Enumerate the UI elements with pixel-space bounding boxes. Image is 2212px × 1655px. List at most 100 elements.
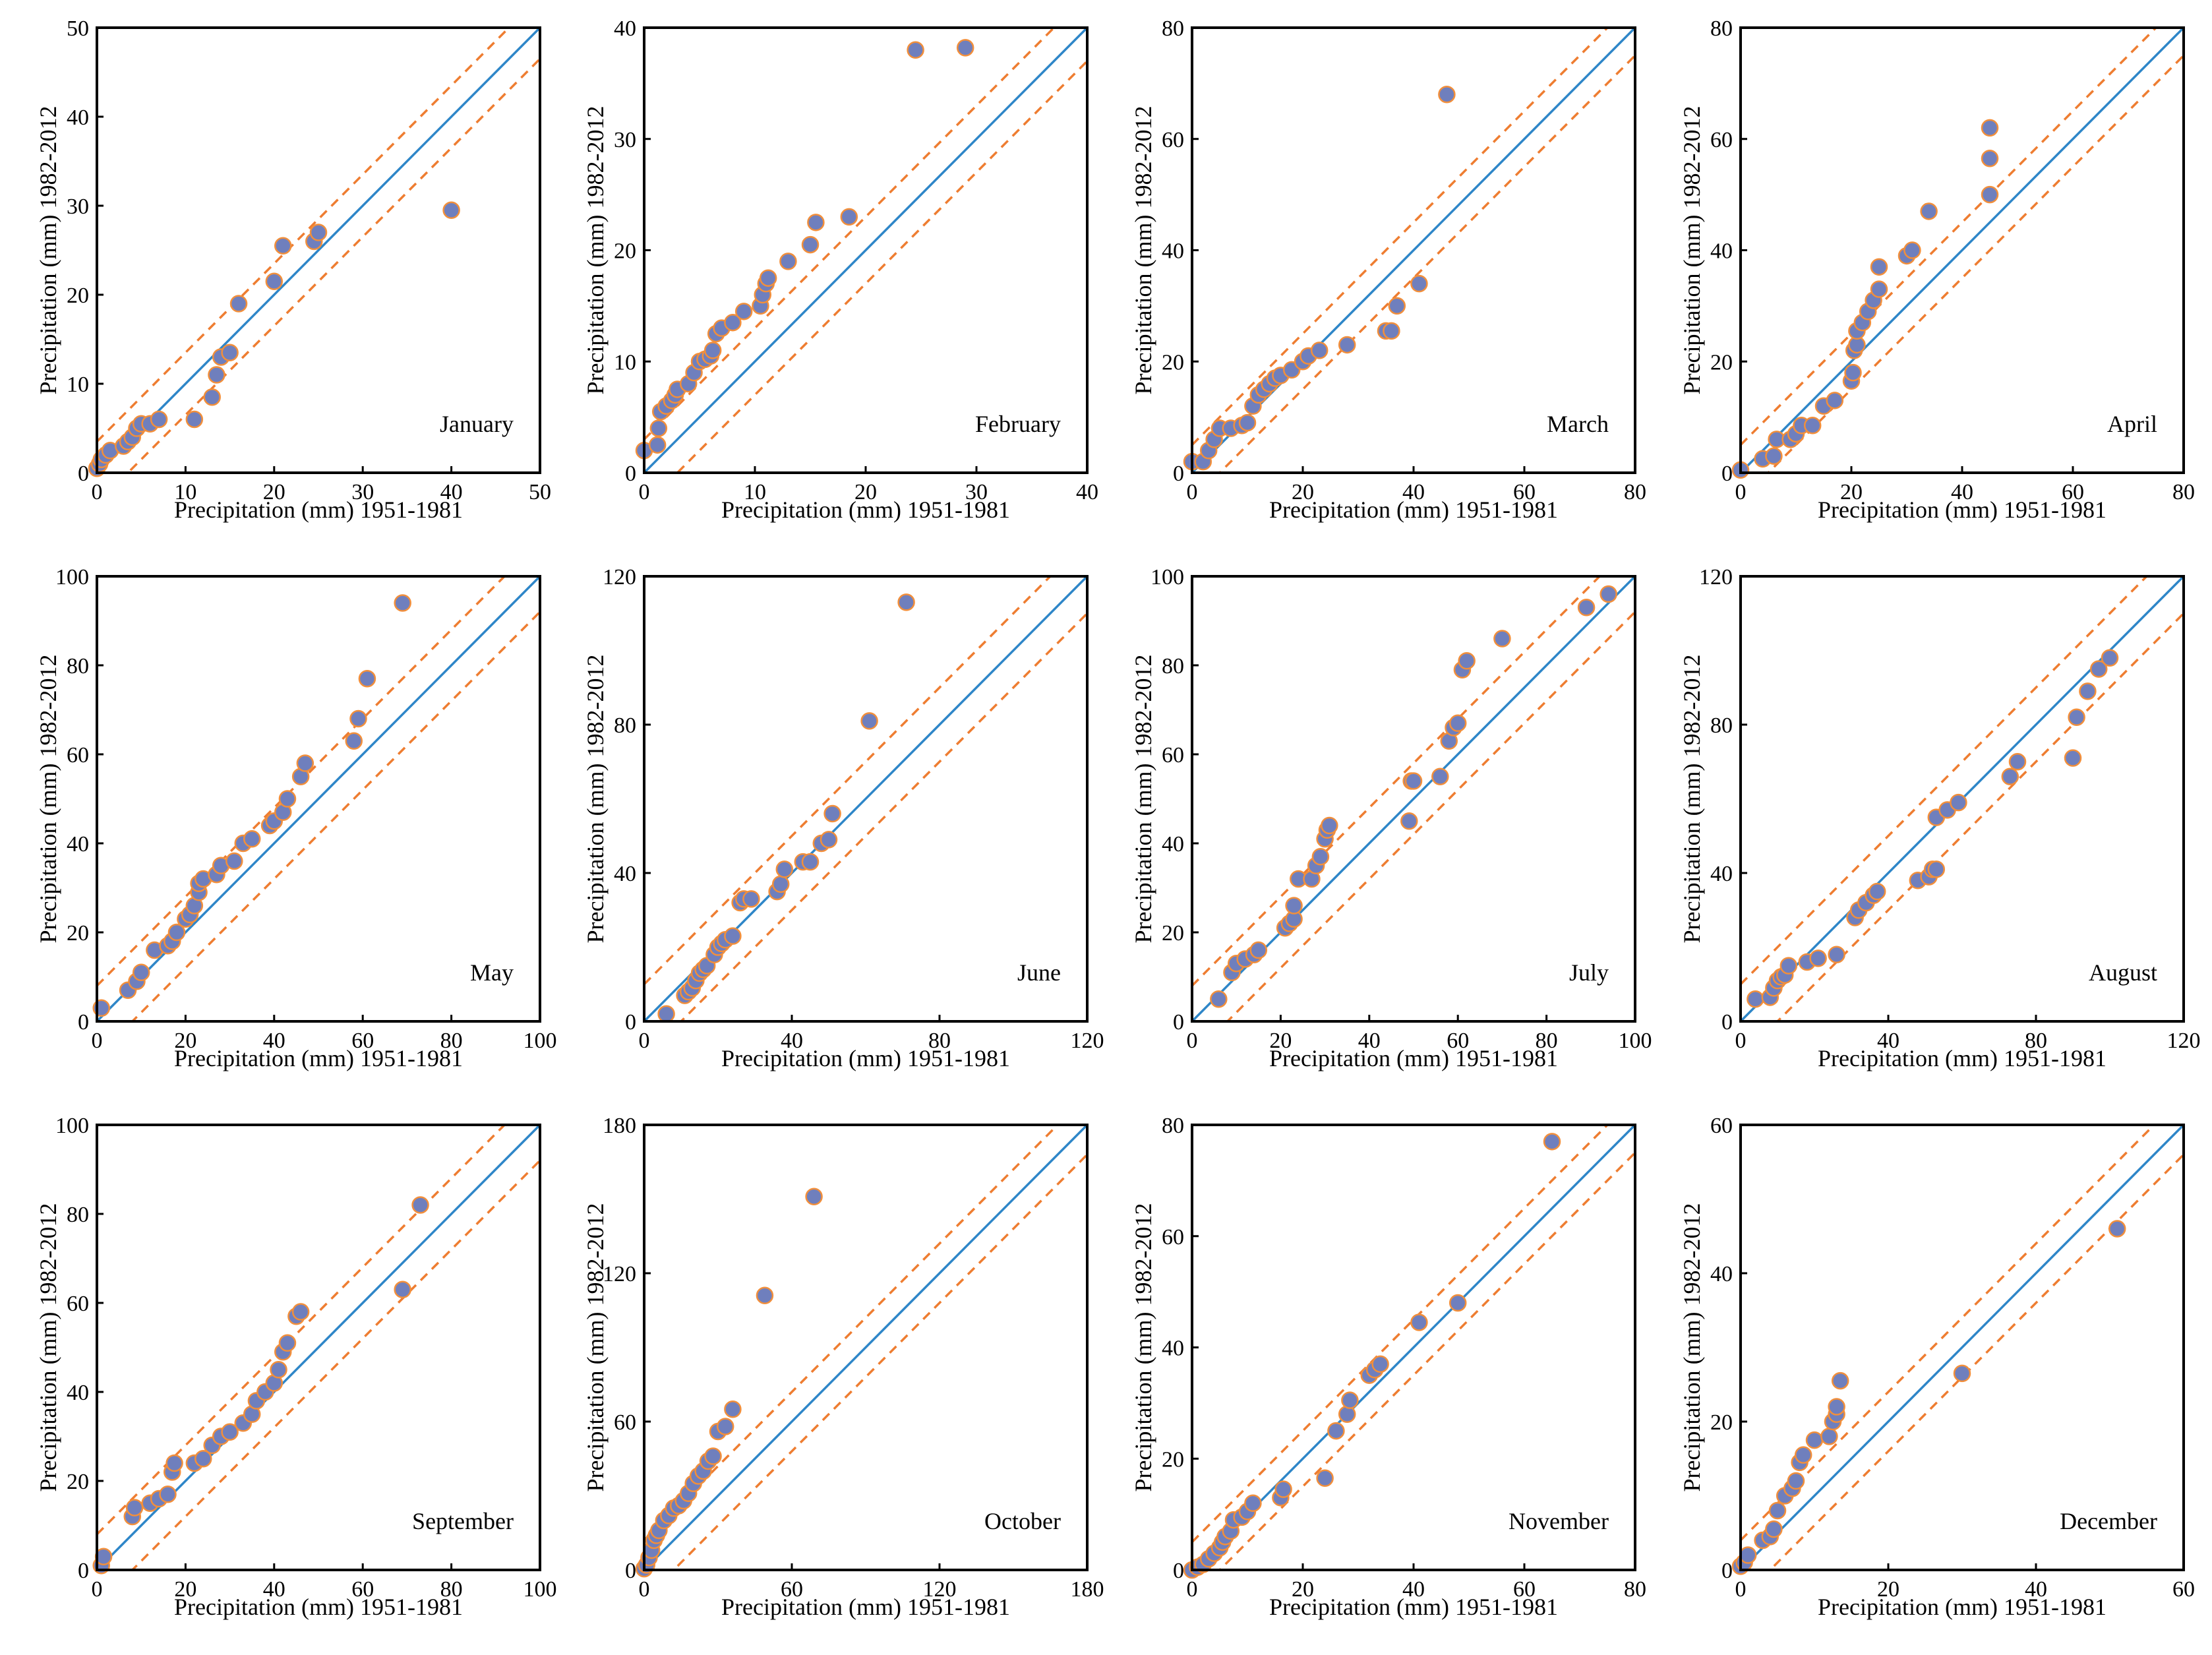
data-point — [807, 214, 825, 231]
x-axis-title: Precipitation (mm) 1951-1981 — [1818, 1594, 2107, 1620]
y-axis-title: Precipitation (mm) 1982-2012 — [35, 655, 61, 944]
month-label: September — [412, 1508, 514, 1534]
data-point — [159, 1486, 177, 1503]
data-point — [1543, 1133, 1561, 1151]
reference-lines — [644, 1125, 1087, 1570]
data-point — [225, 852, 243, 870]
data-point — [291, 1303, 310, 1321]
month-label: January — [440, 411, 514, 437]
data-point — [648, 436, 667, 454]
data-point — [1765, 447, 1783, 465]
lower-band-line — [1776, 613, 2184, 1021]
data-point — [1805, 1431, 1824, 1449]
y-tick-label: 0 — [78, 1010, 89, 1035]
data-point — [1404, 772, 1423, 790]
data-point — [1285, 897, 1303, 915]
y-tick-label: 50 — [67, 16, 89, 41]
y-tick-label: 0 — [1173, 462, 1184, 486]
y-axis-title: Precipitation (mm) 1982-2012 — [582, 655, 609, 944]
data-point — [2008, 753, 2027, 771]
lower-band-line — [679, 613, 1087, 1021]
data-point — [860, 712, 878, 730]
y-tick-label: 20 — [1710, 1410, 1733, 1435]
x-tick-label: 120 — [1071, 1029, 1104, 1053]
data-point — [349, 709, 367, 728]
y-tick-label: 10 — [67, 373, 89, 397]
data-point — [1920, 202, 1938, 220]
data-point — [1739, 1546, 1757, 1564]
data-point — [801, 235, 820, 254]
month-label: August — [2089, 959, 2157, 986]
x-tick-label: 0 — [1187, 1029, 1198, 1053]
y-tick-label: 60 — [67, 743, 89, 767]
data-point — [1870, 258, 1888, 276]
data-point — [1826, 392, 1844, 409]
data-points — [92, 594, 411, 1017]
data-point — [805, 1188, 823, 1205]
y-tick-label: 80 — [1710, 16, 1733, 41]
x-tick-label: 120 — [2167, 1029, 2201, 1053]
chart-september: 0 20 40 60 80 100 0 20 40 60 80 100 Precipitation (m… — [35, 1114, 557, 1620]
x-tick-label: 100 — [523, 1029, 557, 1053]
y-tick-label: 40 — [1710, 239, 1733, 264]
x-tick-label: 30 — [351, 480, 374, 504]
lower-band-line — [1218, 54, 1635, 473]
data-point — [1210, 990, 1228, 1008]
one-to-one-line — [97, 28, 540, 473]
y-axis-title: Precipitation (mm) 1982-2012 — [35, 1203, 61, 1492]
chart-june: 0 40 80 120 0 40 80 120 Precipitation (mm) 1951-… — [582, 565, 1104, 1071]
data-points — [1731, 1220, 2126, 1575]
data-point — [309, 224, 328, 241]
data-point — [840, 208, 858, 226]
data-point — [194, 1450, 212, 1468]
data-point — [296, 754, 314, 772]
data-point — [956, 39, 974, 57]
data-point — [2064, 749, 2082, 767]
x-tick-label: 80 — [1536, 1029, 1558, 1053]
chart-march: 0 20 40 60 80 0 20 40 60 80 Precipitation (mm) 195… — [1130, 16, 1646, 523]
x-axis-title: Precipitation (mm) 1951-1981 — [721, 1045, 1010, 1071]
x-axis-title: Precipitation (mm) 1951-1981 — [721, 496, 1010, 523]
data-point — [649, 419, 668, 437]
one-to-one-line — [1741, 28, 2184, 473]
x-tick-label: 40 — [1951, 480, 1973, 504]
data-point — [724, 927, 742, 945]
data-point — [1338, 336, 1356, 354]
data-point — [1244, 1494, 1262, 1512]
y-tick-label: 20 — [1162, 350, 1184, 375]
x-tick-label: 30 — [965, 480, 988, 504]
data-point — [278, 790, 297, 808]
x-tick-label: 20 — [854, 480, 877, 504]
data-point — [2079, 682, 2097, 700]
x-tick-label: 0 — [1735, 1577, 1747, 1602]
x-tick-label: 60 — [1447, 1029, 1469, 1053]
data-point — [1765, 1520, 1783, 1538]
x-tick-label: 40 — [781, 1029, 803, 1053]
chart-february: 0 10 20 30 40 0 10 20 30 40 Precipitation (mm) 195… — [582, 16, 1098, 523]
data-point — [2001, 767, 2019, 785]
data-point — [358, 670, 376, 688]
month-label: June — [1017, 959, 1061, 986]
data-point — [1768, 1501, 1787, 1520]
y-tick-label: 30 — [614, 128, 636, 152]
plot-frame — [1739, 575, 2185, 1023]
x-tick-label: 10 — [174, 480, 196, 504]
data-point — [1868, 882, 1886, 901]
x-tick-label: 60 — [351, 1577, 374, 1602]
upper-band-line — [1192, 28, 1609, 446]
data-point — [1599, 585, 1617, 603]
data-points — [1731, 119, 1999, 479]
chart-august: 0 40 80 120 0 40 80 120 Precipitation (mm) 1951-… — [1679, 565, 2201, 1071]
y-axis-title: Precipitation (mm) 1982-2012 — [582, 106, 609, 395]
data-point — [270, 1361, 287, 1379]
y-tick-label: 100 — [1151, 565, 1184, 589]
lower-band-line — [1226, 611, 1635, 1021]
x-tick-label: 60 — [2062, 480, 2084, 504]
y-axis-title: Precipitation (mm) 1982-2012 — [1679, 1203, 1705, 1492]
one-to-one-line — [644, 1125, 1087, 1570]
x-tick-label: 0 — [639, 480, 650, 504]
month-label: May — [470, 959, 514, 986]
data-point — [756, 1286, 774, 1304]
data-points — [1183, 86, 1456, 471]
